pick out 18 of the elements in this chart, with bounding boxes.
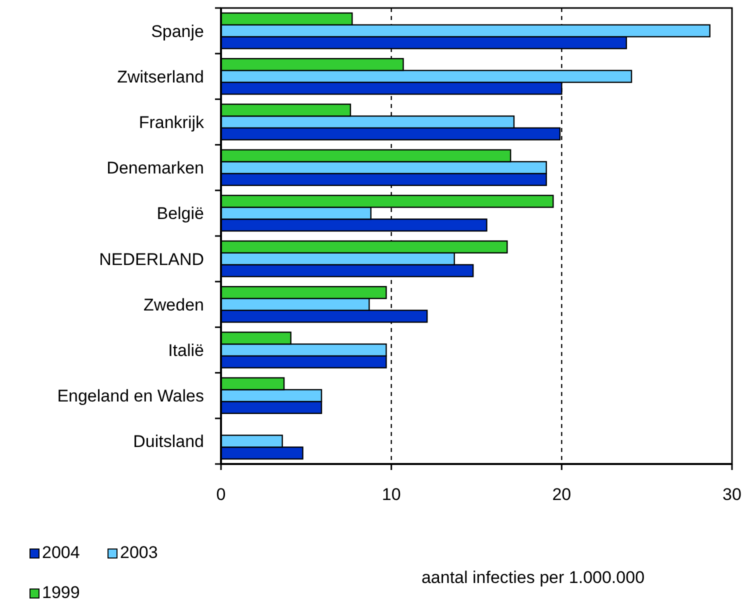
- legend-label: 2003: [120, 543, 158, 562]
- y-tick-label: Frankrijk: [138, 113, 204, 132]
- x-tick-label: 10: [382, 485, 401, 504]
- y-tick-label: België: [156, 204, 204, 224]
- y-tick-label: Denemarken: [106, 158, 204, 178]
- y-tick-label: Zwitserland: [117, 67, 204, 86]
- y-tick-label: Duitsland: [133, 432, 204, 452]
- y-tick-label: Spanje: [151, 22, 204, 41]
- x-axis-title: aantal infecties per 1.000.000: [421, 568, 645, 587]
- legend-label: 1999: [42, 583, 80, 602]
- x-tick-label: 30: [722, 485, 742, 504]
- x-tick-label: 0: [216, 485, 226, 504]
- y-tick-label: Italië: [168, 341, 204, 360]
- y-tick-label: Zweden: [144, 295, 204, 314]
- y-tick-label: NEDERLAND: [99, 250, 204, 269]
- legend-label: 2004: [42, 543, 80, 562]
- y-tick-label: Engeland en Wales: [57, 386, 204, 406]
- x-tick-label: 20: [552, 485, 572, 504]
